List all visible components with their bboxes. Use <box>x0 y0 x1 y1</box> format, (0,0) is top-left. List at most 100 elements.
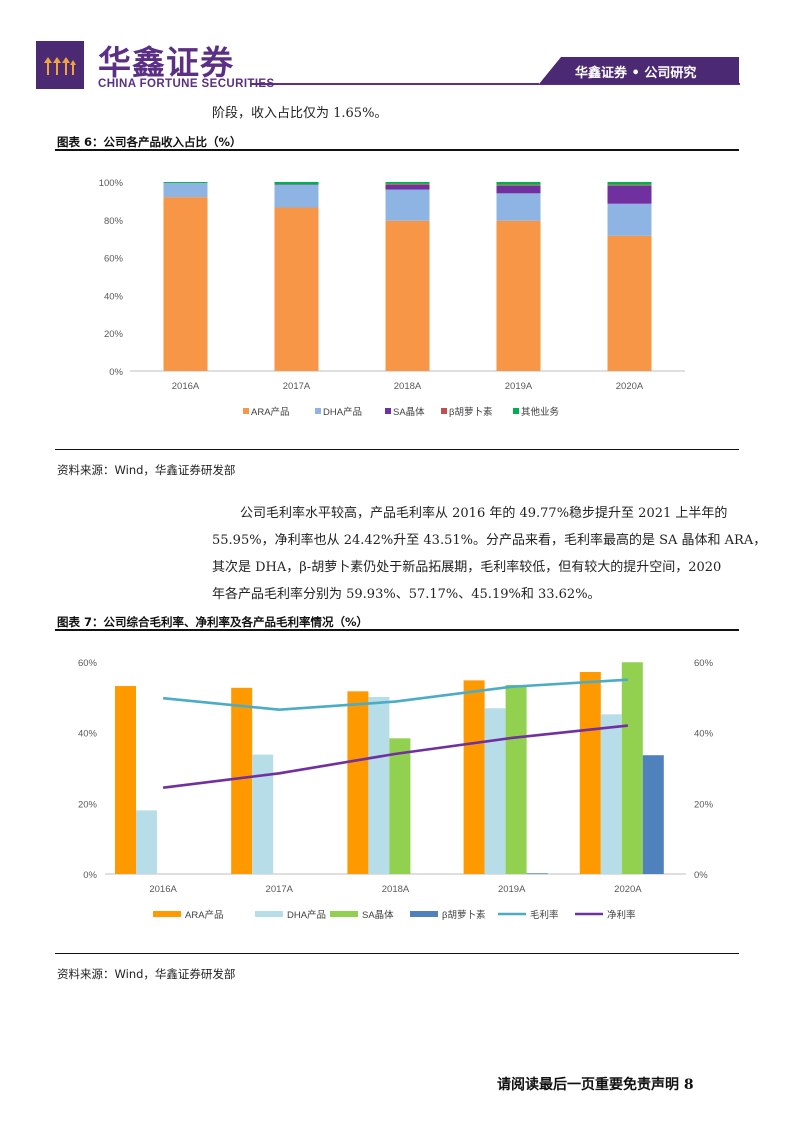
legend-label: SA晶体 <box>393 406 425 418</box>
y-tick-label: 40% <box>104 291 124 302</box>
y2-tick-label: 0% <box>694 870 708 881</box>
y-tick-label: 40% <box>78 729 98 740</box>
figure6-source: 资料来源：Wind，华鑫证券研发部 <box>57 463 236 477</box>
legend-label: 毛利率 <box>530 909 559 921</box>
paragraph-line-1: 公司毛利率水平较高，产品毛利率从 2016 年的 49.77%稳步提升至 202… <box>240 506 728 521</box>
x-tick-label: 2017A <box>283 381 311 392</box>
bar-segment <box>496 184 541 186</box>
series-line <box>162 678 628 712</box>
bar <box>347 691 369 874</box>
bar-segment <box>607 185 652 204</box>
x-tick-label: 2019A <box>505 381 533 392</box>
x-tick-label: 2020A <box>616 381 644 392</box>
legend-swatch <box>243 408 249 414</box>
x-tick-label: 2016A <box>149 884 177 895</box>
legend-swatch <box>330 911 358 917</box>
header-tab-label: 华鑫证券 • 公司研究 <box>575 66 697 81</box>
figure6-stacked-bar-chart: 0% 20% 40% 60% 80% 100% 2016A 2017A 2018A 2019A 20… <box>99 178 685 418</box>
figure6-bottom-rule <box>55 449 739 450</box>
figure6-title: 图表 6：公司各产品收入占比（%） <box>57 135 242 149</box>
bar-segment <box>607 203 652 236</box>
bar-segment <box>163 182 208 198</box>
brand-name-en: CHINA FORTUNE SECURITIES <box>98 78 275 90</box>
paragraph-line-3: 其次是 DHA，β-胡萝卜素仍处于新品拓展期，毛利率较低，但有较大的提升空间，2… <box>212 560 722 575</box>
y2-tick-label: 40% <box>694 729 714 740</box>
legend-label: SA晶体 <box>362 909 394 921</box>
x-tick-label: 2016A <box>172 381 200 392</box>
page-header: 华鑫证券 CHINA FORTUNE SECURITIES 华鑫证券 • 公司研… <box>0 0 793 100</box>
legend-label: ARA产品 <box>251 406 290 418</box>
y-tick-label: 60% <box>78 658 98 669</box>
bar <box>579 671 601 874</box>
bar <box>505 684 527 874</box>
legend-swatch <box>153 911 181 917</box>
brand-logo-icon <box>36 41 84 89</box>
brand-name-cn: 华鑫证券 <box>98 43 234 82</box>
figure7-source: 资料来源：Wind，华鑫证券研发部 <box>57 967 236 981</box>
bar <box>526 873 548 875</box>
header-divider <box>250 83 740 85</box>
bar-segment <box>274 184 319 185</box>
y2-tick-label: 20% <box>694 799 714 810</box>
bar-segment <box>385 183 430 185</box>
y-tick-label: 80% <box>104 216 124 227</box>
legend-label: β胡萝卜素 <box>442 909 486 921</box>
bar <box>389 738 411 874</box>
bar-segment <box>607 184 652 186</box>
y-tick-label: 0% <box>83 870 97 881</box>
bar-segment <box>496 182 541 185</box>
y2-tick-label: 60% <box>694 658 714 669</box>
bar-segment <box>496 185 541 194</box>
bar-segment <box>607 235 652 371</box>
header-tab <box>539 57 739 84</box>
bar-segment <box>385 189 430 221</box>
x-tick-label: 2018A <box>394 381 422 392</box>
y-tick-label: 0% <box>109 367 123 378</box>
figure7-bottom-rule <box>55 953 739 954</box>
figure7-top-rule <box>55 629 739 631</box>
legend-swatch <box>255 911 283 917</box>
paragraph-line-2: 55.95%，净利率也从 24.42%升至 43.51%。分产品来看，毛利率最高… <box>212 533 767 548</box>
bar <box>115 686 136 874</box>
footer-disclaimer: 请阅读最后一页重要免责声明 8 <box>497 1077 694 1093</box>
bar-segment <box>163 197 208 371</box>
figure6-top-rule <box>55 149 739 151</box>
y-tick-label: 20% <box>78 799 98 810</box>
legend-label: β胡萝卜素 <box>449 406 493 418</box>
paragraph-line-4: 年各产品毛利率分别为 59.93%、57.17%、45.19%和 33.62%。 <box>212 587 601 602</box>
bar-segment <box>274 207 319 371</box>
figure7-combo-chart: 0% 20% 40% 60% 0% 20% 40% 60% 2016A 2017A 2018A 201… <box>78 658 714 921</box>
legend-swatch <box>441 408 447 414</box>
y-tick-label: 100% <box>99 178 124 189</box>
bar <box>463 680 485 874</box>
paragraph-top: 阶段，收入占比仅为 1.65%。 <box>212 106 388 121</box>
bar-segment <box>274 182 319 185</box>
x-tick-label: 2019A <box>498 884 526 895</box>
series-line <box>162 724 629 790</box>
bar-segment <box>385 182 430 184</box>
legend-label: DHA产品 <box>323 406 362 418</box>
figure7-title: 图表 7：公司综合毛利率、净利率及各产品毛利率情况（%） <box>57 615 369 629</box>
bar <box>368 696 390 874</box>
brand-logo-svg <box>44 57 76 75</box>
bar <box>484 708 506 874</box>
legend-label: 净利率 <box>607 909 636 921</box>
bar-segment <box>163 182 208 183</box>
legend-swatch <box>513 408 519 414</box>
header-tab-notch <box>539 57 561 84</box>
legend-label: DHA产品 <box>287 909 326 921</box>
y-tick-label: 20% <box>104 329 124 340</box>
x-tick-label: 2020A <box>614 884 642 895</box>
legend-swatch <box>315 408 321 414</box>
legend-swatch <box>410 911 438 917</box>
bar <box>136 810 157 874</box>
paragraph-middle: 公司毛利率水平较高，产品毛利率从 2016 年的 49.77%稳步提升至 202… <box>212 500 766 608</box>
bar-segment <box>385 220 430 371</box>
y-tick-label: 60% <box>104 254 124 265</box>
bar <box>231 687 253 874</box>
x-tick-label: 2017A <box>266 884 294 895</box>
legend-label: ARA产品 <box>185 909 224 921</box>
legend-swatch <box>385 408 391 414</box>
bar <box>600 714 622 874</box>
bar-segment <box>607 182 652 185</box>
